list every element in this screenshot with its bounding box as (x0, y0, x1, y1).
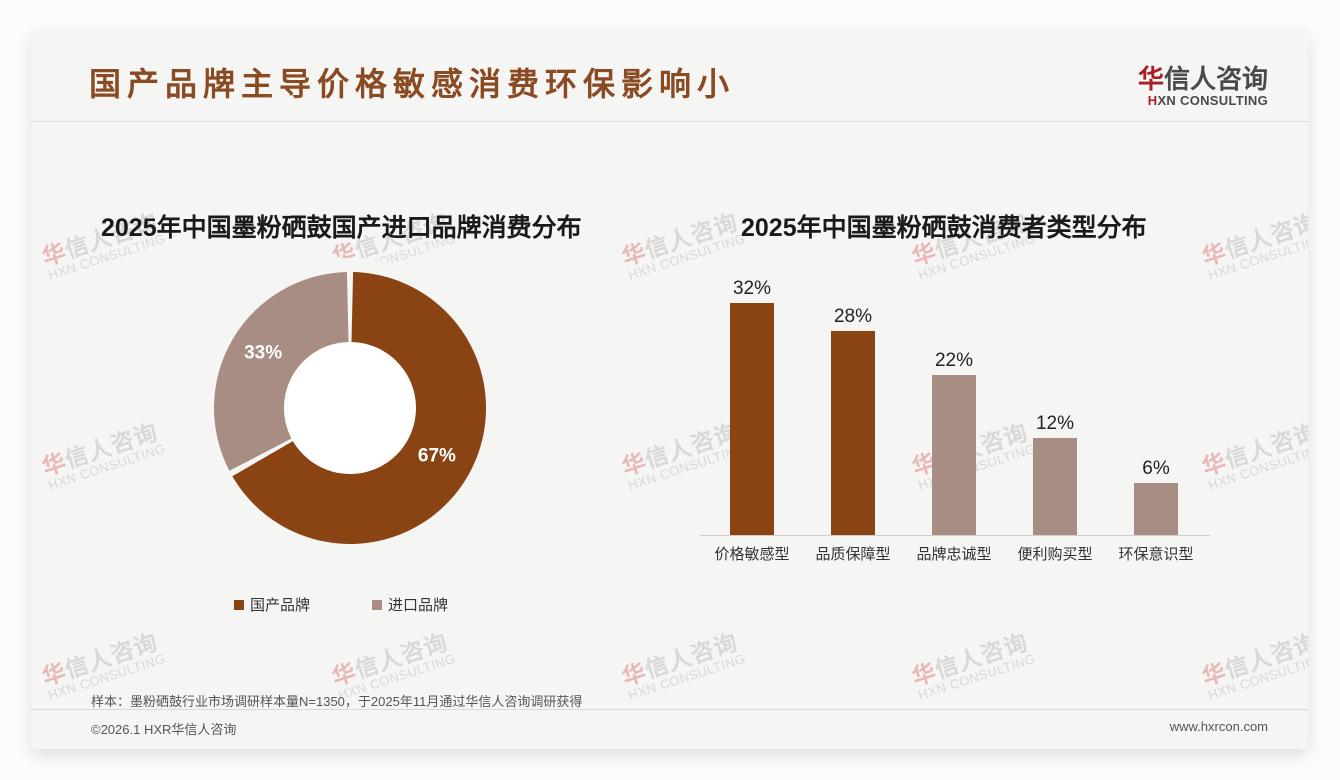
svg-text:67%: 67% (418, 446, 456, 467)
svg-text:33%: 33% (244, 343, 282, 364)
